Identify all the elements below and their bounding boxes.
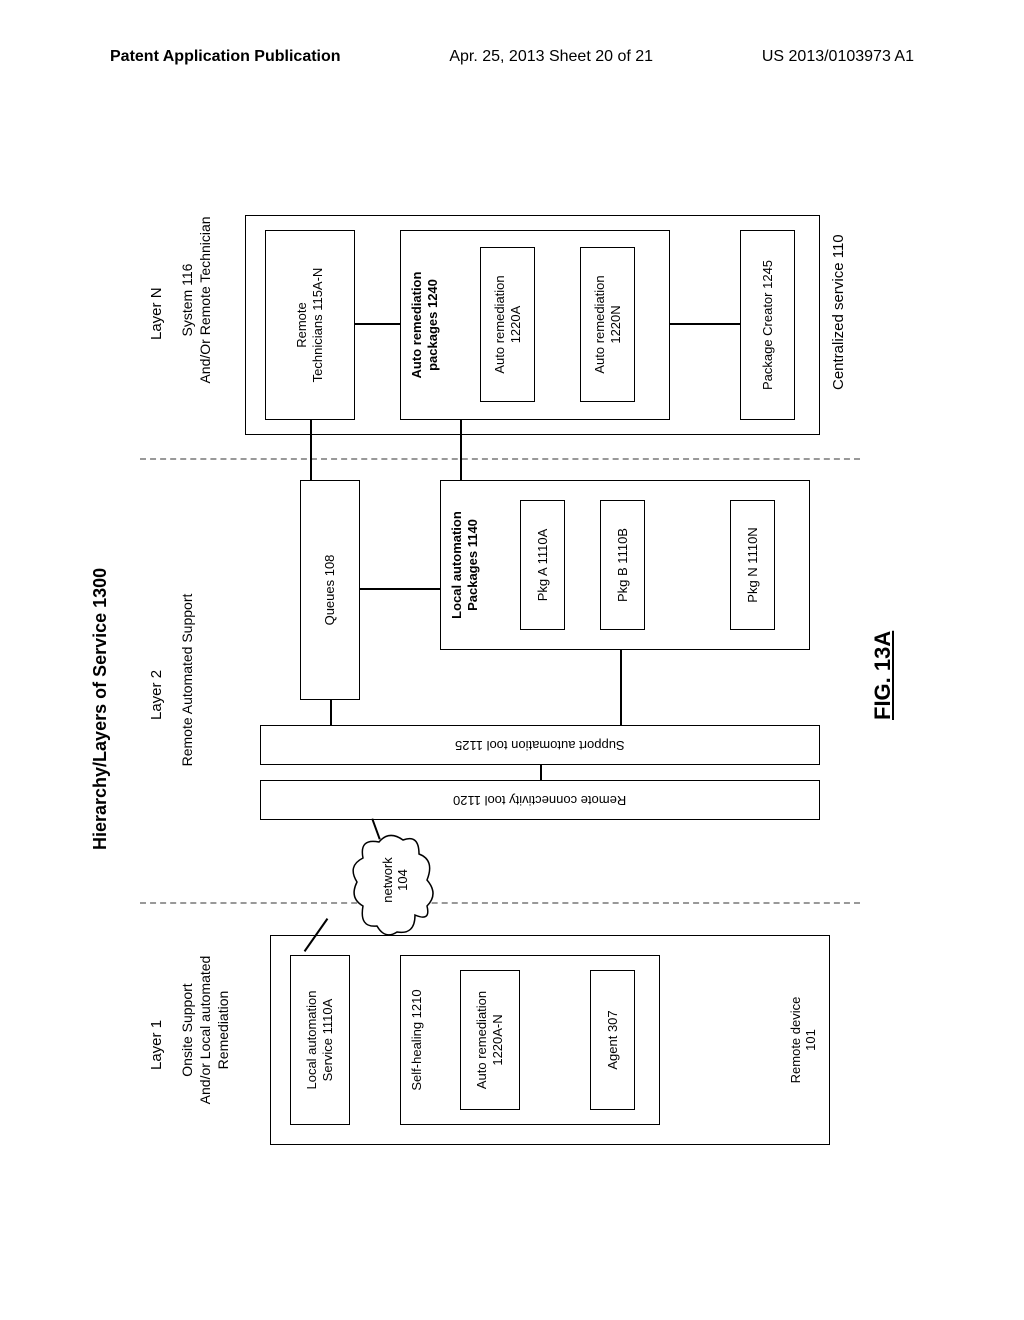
layer1-name: Layer 1 [148, 1020, 165, 1070]
agent-box: Agent 307 [590, 970, 635, 1110]
header-right: US 2013/0103973 A1 [762, 48, 914, 66]
pkg-a-label: Pkg A 1110A [535, 529, 551, 602]
pkg-b-label: Pkg B 1110B [615, 528, 631, 602]
self-healing-label: Self-healing 1210 [409, 989, 425, 1090]
support-automation-label: Support automation tool 1125 [455, 737, 625, 753]
auto-remediation-n-label: Auto remediation 1220N [592, 275, 623, 373]
diagram-title: Hierarchy/Layers of Service 1300 [90, 568, 111, 850]
queues-box: Queues 108 [300, 480, 360, 700]
header-center: Apr. 25, 2013 Sheet 20 of 21 [449, 48, 653, 66]
auto-remediation-an-box: Auto remediation 1220A-N [460, 970, 520, 1110]
remote-technicians-box: Remote Technicians 115A-N [265, 230, 355, 420]
connector-support-packages [620, 650, 622, 725]
remote-connectivity-box: Remote connectivity tool 1120 [260, 780, 820, 820]
figure-label: FIG. 13A [870, 631, 896, 720]
connector-tech-pkgs [355, 323, 400, 325]
layer1-desc: Onsite Support And/or Local automated Re… [178, 930, 233, 1130]
pkg-b-box: Pkg B 1110B [600, 500, 645, 630]
queues-label: Queues 108 [322, 555, 338, 626]
auto-remediation-packages-label: Auto remediation packages 1240 [409, 272, 440, 379]
auto-remediation-n-box: Auto remediation 1220N [580, 247, 635, 402]
page-header: Patent Application Publication Apr. 25, … [0, 48, 1024, 66]
auto-remediation-a-label: Auto remediation 1220A [492, 275, 523, 373]
remote-connectivity-label: Remote connectivity tool 1120 [453, 792, 626, 808]
network-label: network 104 [380, 850, 410, 910]
diagram-landscape: Hierarchy/Layers of Service 1300 Layer 1… [90, 140, 910, 1200]
remote-technicians-label: Remote Technicians 115A-N [294, 268, 325, 383]
layer2-name: Layer 2 [148, 670, 165, 720]
connector-pkgs-creator [670, 323, 740, 325]
layer-divider-1 [140, 902, 860, 904]
package-creator-box: Package Creator 1245 [740, 230, 795, 420]
connector-support-queues [330, 700, 332, 725]
layer-divider-2 [140, 458, 860, 460]
pkg-n-box: Pkg N 1110N [730, 500, 775, 630]
layerN-name: Layer N [148, 287, 165, 340]
agent-label: Agent 307 [605, 1010, 621, 1069]
header-left: Patent Application Publication [110, 48, 341, 66]
centralized-service-label: Centralized service 110 [830, 234, 847, 390]
connector-queues-packages [360, 588, 440, 590]
pkg-a-box: Pkg A 1110A [520, 500, 565, 630]
layerN-desc: System 116 And/Or Remote Technician [178, 190, 214, 410]
auto-remediation-a-box: Auto remediation 1220A [480, 247, 535, 402]
diagram-area: Hierarchy/Layers of Service 1300 Layer 1… [90, 140, 910, 1200]
connector-queues-tech [310, 420, 312, 480]
connector-tools [540, 765, 542, 780]
remote-device-label: Remote device 101 [788, 997, 819, 1084]
pkg-n-label: Pkg N 1110N [745, 527, 761, 602]
layer2-desc: Remote Automated Support [178, 580, 196, 780]
local-automation-service-box: Local automation Service 1110A [290, 955, 350, 1125]
local-automation-packages-label: Local automation Packages 1140 [449, 511, 480, 619]
local-automation-service-label: Local automation Service 1110A [304, 991, 335, 1090]
package-creator-label: Package Creator 1245 [760, 260, 776, 390]
connector-localpkg-autorempkg [460, 420, 462, 480]
auto-remediation-an-label: Auto remediation 1220A-N [474, 991, 505, 1089]
network-cloud: network 104 [345, 830, 448, 940]
support-automation-box: Support automation tool 1125 [260, 725, 820, 765]
